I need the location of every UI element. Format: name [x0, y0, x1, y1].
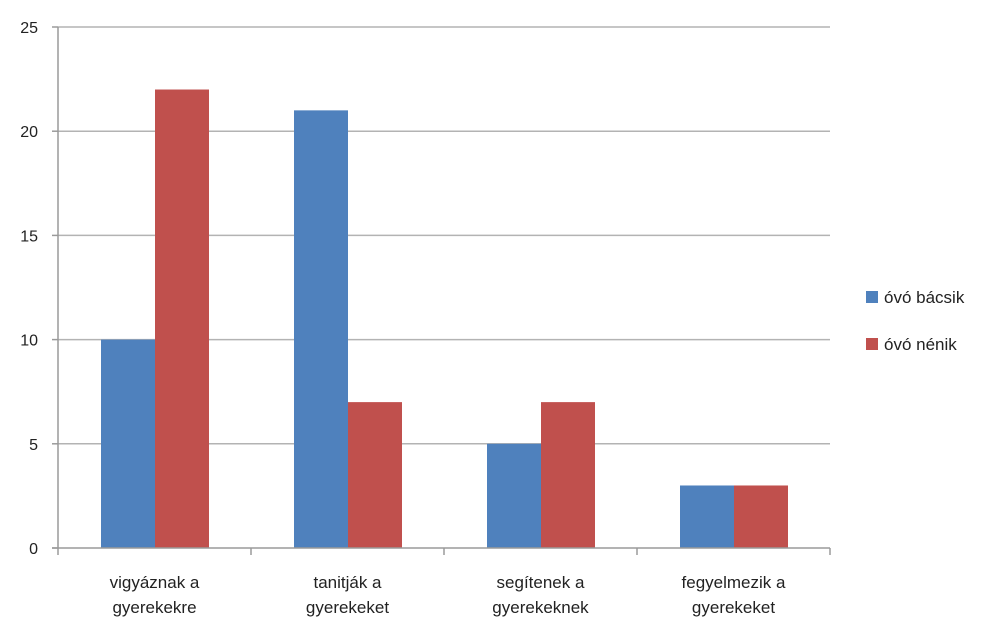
legend-label: óvó nénik: [884, 335, 957, 354]
bars: [101, 89, 788, 549]
category-label: tanitják a: [313, 573, 382, 592]
axes: [52, 26, 831, 555]
y-tick-labels: 0 5 10 15 20 25: [20, 20, 38, 558]
legend-label: óvó bácsik: [884, 288, 965, 307]
category-label: gyerekekre: [112, 598, 196, 617]
legend-swatch: [866, 291, 878, 303]
bar: [348, 402, 402, 548]
y-tick-label: 10: [20, 333, 38, 350]
y-tick-label: 20: [20, 124, 38, 141]
y-tick-label: 25: [20, 20, 38, 37]
category-label: gyerekeket: [692, 598, 775, 617]
y-tick-label: 5: [29, 437, 38, 454]
bar: [294, 110, 348, 549]
bar: [101, 339, 155, 548]
category-label: fegyelmezik a: [682, 573, 786, 592]
category-label: gyerekeknek: [492, 598, 589, 617]
category-label: vigyáznak a: [110, 573, 200, 592]
y-tick-label: 15: [20, 228, 38, 245]
category-labels: vigyáznak a gyerekekre tanitják a gyerekeke…: [110, 573, 786, 617]
bar: [734, 485, 788, 548]
category-label: gyerekeket: [306, 598, 389, 617]
bar: [541, 402, 595, 548]
bar: [680, 485, 734, 548]
legend: óvó bácsik óvó nénik: [866, 288, 965, 354]
category-label: segítenek a: [497, 573, 585, 592]
bar: [487, 443, 541, 548]
bar: [155, 89, 209, 549]
legend-swatch: [866, 338, 878, 350]
y-tick-label: 0: [29, 541, 38, 558]
